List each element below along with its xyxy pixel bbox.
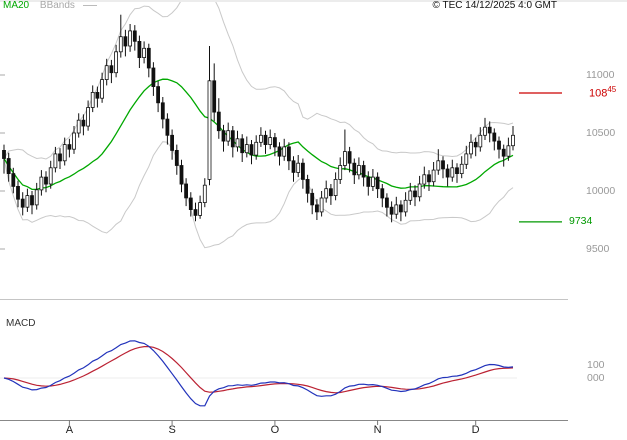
copyright-text: © TEC 14/12/2025 4:0 GMT <box>432 0 557 11</box>
x-axis-label: A <box>65 424 74 436</box>
ref-label-high-sup: 45 <box>607 84 617 94</box>
bbands-line-sample-icon <box>82 4 97 6</box>
ref-label-high: 10845 <box>589 85 616 100</box>
x-axis-label: N <box>373 424 382 436</box>
legend: MA20 BBands <box>3 0 97 12</box>
x-axis-label: S <box>168 424 176 436</box>
macd-axis-label: 100 <box>587 359 605 371</box>
legend-bbands-label: BBands <box>39 0 75 11</box>
price-axis-label: 10500 <box>586 127 616 139</box>
price-axis-label: 10000 <box>586 185 616 197</box>
bollinger-bands <box>3 2 514 249</box>
x-axis-label: O <box>270 424 280 436</box>
ref-label-low: 9734 <box>569 215 592 227</box>
price-axis-label: 9500 <box>586 243 610 255</box>
axis-ticks <box>0 74 477 425</box>
price-axis-label: 11000 <box>586 69 615 81</box>
macd-axis-label: 000 <box>587 372 605 384</box>
macd-lines <box>0 340 517 407</box>
ma20-line <box>3 78 514 191</box>
macd-panel-title: MACD <box>6 318 36 329</box>
legend-ma20-label: MA20 <box>3 0 30 11</box>
ref-label-high-main: 108 <box>589 87 608 100</box>
x-axis-label: D <box>471 424 480 436</box>
candlesticks <box>2 14 515 223</box>
reference-lines <box>519 92 562 223</box>
ref-label-low-main: 9734 <box>569 214 593 227</box>
